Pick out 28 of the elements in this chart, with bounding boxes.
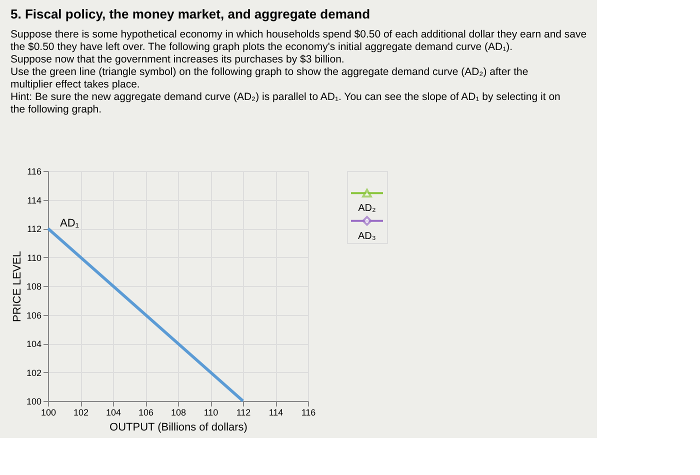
y-tick-label: 106 bbox=[26, 310, 42, 320]
text: Use the green line (triangle symbol) on the following graph to show the aggregate demand curve (AD₂) after the multiplier effect takes place. bbox=[10, 66, 528, 90]
x-axis-title: OUTPUT (Billions of dollars) bbox=[110, 422, 248, 434]
text: Suppose now that the government increases its purchases by $3 billion. bbox=[10, 54, 344, 66]
legend-label: AD₃ bbox=[358, 230, 376, 242]
text: Hint: Be sure the new aggregate demand curve (AD₂) is parallel to AD₁. You can see the slope of AD₁ by selecting it on the following graph. bbox=[10, 91, 561, 116]
x-tick-label: 102 bbox=[73, 408, 89, 418]
x-tick-label: 114 bbox=[268, 408, 284, 418]
y-tick-label: 114 bbox=[27, 195, 42, 206]
y-axis-title: PRICE LEVEL bbox=[11, 251, 24, 322]
x-tick-label: 110 bbox=[204, 408, 218, 418]
y-tick-label: 100 bbox=[26, 396, 42, 406]
y-tick-label: 102 bbox=[26, 368, 42, 378]
y-tick-label: 112 bbox=[27, 224, 42, 234]
y-tick-label: 110 bbox=[27, 252, 42, 263]
y-tick-label: 104 bbox=[26, 339, 42, 349]
x-tick-label: 100 bbox=[40, 408, 56, 418]
text: Suppose there is some hypothetical economy in which households spend $0.50 of each additional dollar they earn and save the $0.50 they have left over. The following graph plots the economy's initial aggregate demand curve (AD₁). bbox=[10, 28, 587, 53]
x-tick-label: 112 bbox=[236, 408, 251, 418]
series-label: AD₁ bbox=[60, 218, 80, 230]
x-tick-label: 104 bbox=[106, 408, 122, 418]
y-tick-label: 108 bbox=[26, 282, 42, 292]
x-tick-label: 116 bbox=[301, 408, 316, 418]
legend-label: AD₂ bbox=[358, 203, 376, 214]
x-tick-label: 106 bbox=[138, 408, 154, 418]
x-tick-label: 108 bbox=[170, 408, 186, 418]
y-tick-label: 116 bbox=[27, 166, 42, 176]
chart-title: 5. Fiscal policy, the money market, and aggregate demand bbox=[10, 6, 370, 22]
